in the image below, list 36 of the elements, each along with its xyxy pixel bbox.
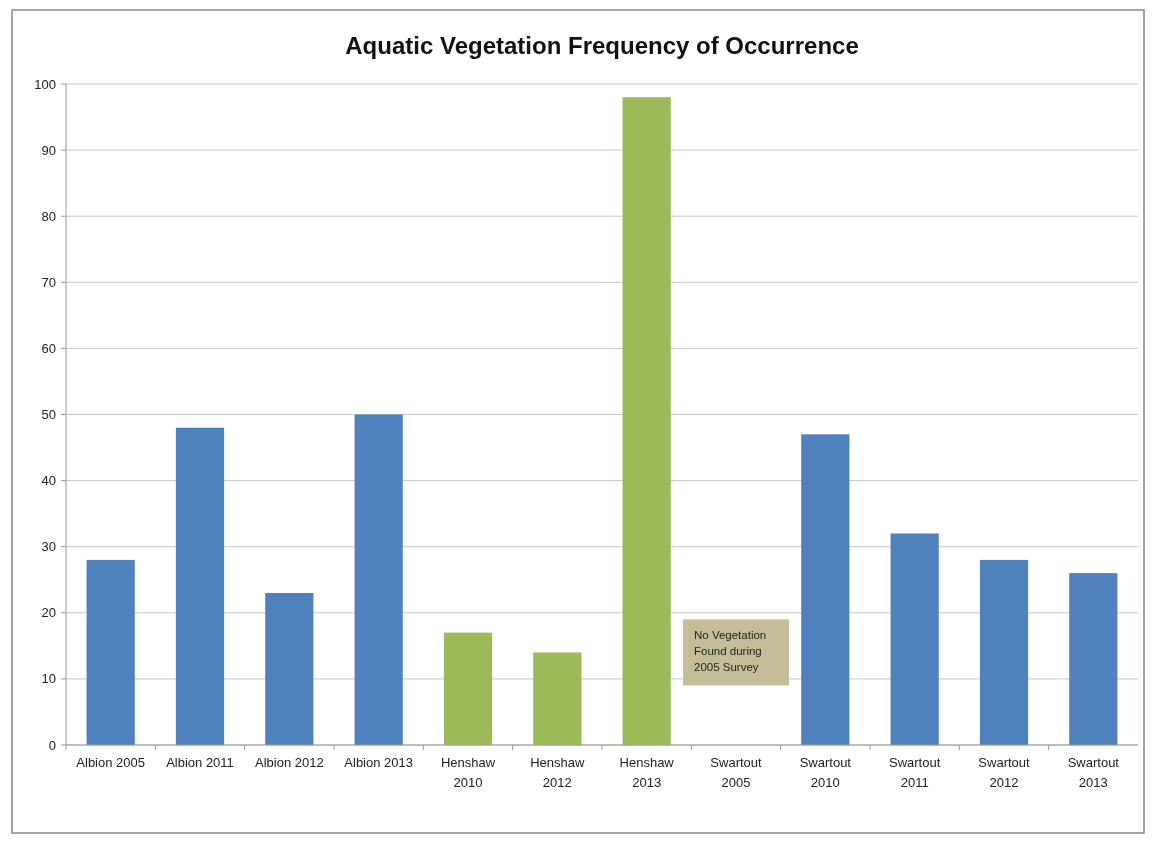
x-tick-label: Swartout 2013 [1067, 755, 1120, 790]
bar [801, 434, 850, 745]
bar [890, 533, 939, 745]
annotation: No Vegetation Found during 2005 Survey [694, 629, 767, 674]
x-tick-label: Albion 2011 [166, 755, 234, 770]
x-tick-label: Swartout 2012 [978, 755, 1031, 790]
y-tick-label: 0 [48, 737, 56, 753]
y-tick-label: 90 [41, 142, 56, 158]
y-tick-label: 80 [41, 208, 56, 224]
y-tick-label: 70 [41, 274, 56, 290]
y-tick-label: 40 [41, 473, 56, 489]
bar [1069, 573, 1118, 745]
y-tick-label: 10 [41, 671, 56, 687]
bar [86, 559, 135, 745]
x-tick-label: Albion 2012 [255, 755, 324, 770]
x-tick-label: Albion 2013 [344, 755, 413, 770]
bar [533, 652, 582, 745]
y-tick-label: 50 [41, 407, 56, 423]
y-tick-label: 60 [41, 340, 56, 356]
y-tick-label: 100 [34, 76, 56, 92]
bar [175, 427, 225, 745]
x-tick-label: Swartout 2005 [710, 755, 763, 790]
bar [979, 559, 1029, 745]
bar [622, 97, 671, 745]
x-tick-label: Swartout 2011 [889, 755, 941, 790]
y-tick-label: 20 [41, 605, 56, 621]
bar [354, 414, 403, 745]
x-tick-label: Swartout 2010 [799, 755, 852, 790]
x-tick-label: Albion 2005 [76, 755, 145, 770]
bar [265, 592, 314, 745]
x-tick-label: Henshaw 2012 [530, 755, 586, 790]
bar [443, 632, 493, 745]
x-tick-label: Henshaw 2013 [619, 755, 675, 790]
chart-title: Aquatic Vegetation Frequency of Occurrence [345, 32, 859, 59]
x-tick-label: Henshaw 2010 [440, 755, 496, 790]
y-tick-label: 30 [41, 539, 56, 555]
